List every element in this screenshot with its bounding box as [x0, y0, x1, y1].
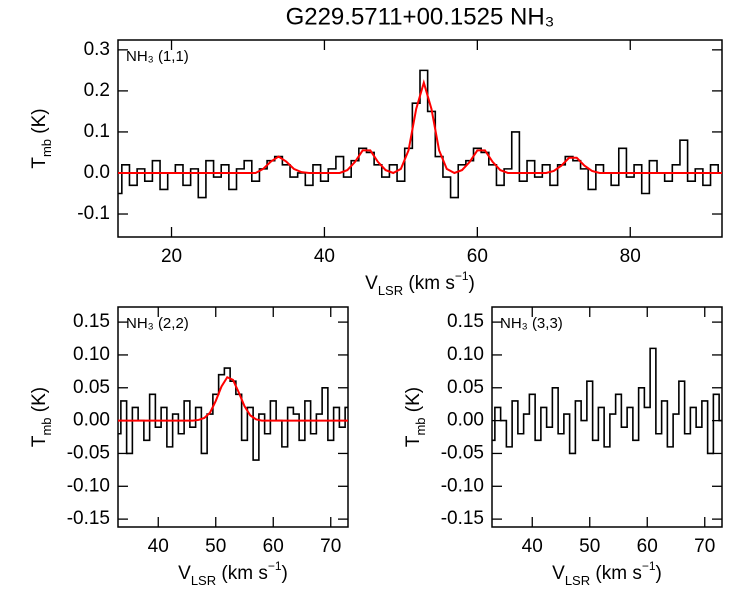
- label-part: (K): [403, 387, 424, 418]
- y-tick-label: 0.2: [84, 80, 110, 101]
- fit-curve: [118, 375, 348, 422]
- label-part: ): [656, 563, 662, 584]
- label-part: LSR: [191, 573, 216, 588]
- y-tick-label: -0.05: [441, 442, 484, 463]
- label-part: −1: [455, 269, 469, 283]
- x-axis-label: VLSR (km s−1): [365, 269, 475, 298]
- y-tick-label: 0.0: [84, 162, 110, 183]
- x-tick-label: 60: [637, 536, 658, 557]
- x-tick-label: 60: [263, 536, 284, 557]
- label-part: (km s: [590, 563, 642, 584]
- x-tick-label: 40: [148, 536, 169, 557]
- spectrum: [118, 69, 722, 199]
- figure-title: G229.5711+00.1525 NH₃: [286, 3, 555, 30]
- label-part: −1: [268, 559, 282, 573]
- y-tick-label: -0.10: [441, 475, 484, 496]
- label-part: T: [29, 157, 50, 169]
- x-tick-label: 50: [205, 536, 226, 557]
- label-part: ): [282, 563, 288, 584]
- panel-label: NH₃ (1,1): [126, 48, 189, 65]
- label-part: V: [178, 563, 191, 584]
- label-part: (K): [29, 108, 50, 139]
- panel-label: NH₃ (2,2): [126, 315, 189, 332]
- x-tick-label: 40: [314, 246, 335, 267]
- label-part: (km s: [403, 273, 455, 294]
- x-tick-label: 40: [522, 536, 543, 557]
- x-tick-label: 20: [161, 246, 182, 267]
- label-part: ): [469, 273, 475, 294]
- y-tick-label: 0.15: [73, 311, 110, 332]
- label-part: mb: [39, 417, 54, 435]
- y-tick-label: 0.05: [447, 377, 484, 398]
- label-part: mb: [413, 417, 428, 435]
- plot-frame: [491, 306, 723, 528]
- y-axis-label: Tmb (K): [403, 387, 428, 447]
- x-axis-label: VLSR (km s−1): [178, 559, 288, 588]
- y-tick-label: 0.00: [447, 410, 484, 431]
- y-tick-label: 0.10: [73, 344, 110, 365]
- y-tick-label: -0.10: [67, 475, 110, 496]
- x-tick-label: 50: [579, 536, 600, 557]
- y-tick-label: 0.10: [447, 344, 484, 365]
- x-tick-label: 60: [467, 246, 488, 267]
- label-part: (K): [29, 387, 50, 418]
- y-tick-label: 0.05: [73, 377, 110, 398]
- x-tick-label: 70: [320, 536, 341, 557]
- y-tick-label: 0.00: [73, 410, 110, 431]
- x-tick-label: 80: [620, 246, 641, 267]
- y-tick-label: -0.15: [441, 508, 484, 529]
- x-tick-label: 70: [694, 536, 715, 557]
- y-tick-label: 0.3: [84, 39, 110, 60]
- label-part: LSR: [378, 283, 403, 298]
- label-part: −1: [642, 559, 656, 573]
- x-axis-label: VLSR (km s−1): [552, 559, 662, 588]
- label-part: (km s: [216, 563, 268, 584]
- y-tick-label: -0.05: [67, 442, 110, 463]
- panel-label: NH₃ (3,3): [500, 315, 563, 332]
- y-tick-label: 0.1: [84, 121, 110, 142]
- y-axis-label: Tmb (K): [29, 108, 54, 168]
- label-part: T: [29, 435, 50, 447]
- label-part: mb: [39, 139, 54, 157]
- plot-frame: [117, 39, 723, 238]
- y-tick-label: -0.15: [67, 508, 110, 529]
- y-tick-label: -0.1: [77, 203, 110, 224]
- y-tick-label: 0.15: [447, 311, 484, 332]
- y-axis-label: Tmb (K): [29, 387, 54, 447]
- fit-curve: [118, 79, 722, 175]
- plot-frame: [117, 306, 349, 528]
- spectrum: [492, 347, 722, 455]
- label-part: T: [403, 435, 424, 447]
- label-part: V: [552, 563, 565, 584]
- label-part: V: [365, 273, 378, 294]
- label-part: LSR: [565, 573, 590, 588]
